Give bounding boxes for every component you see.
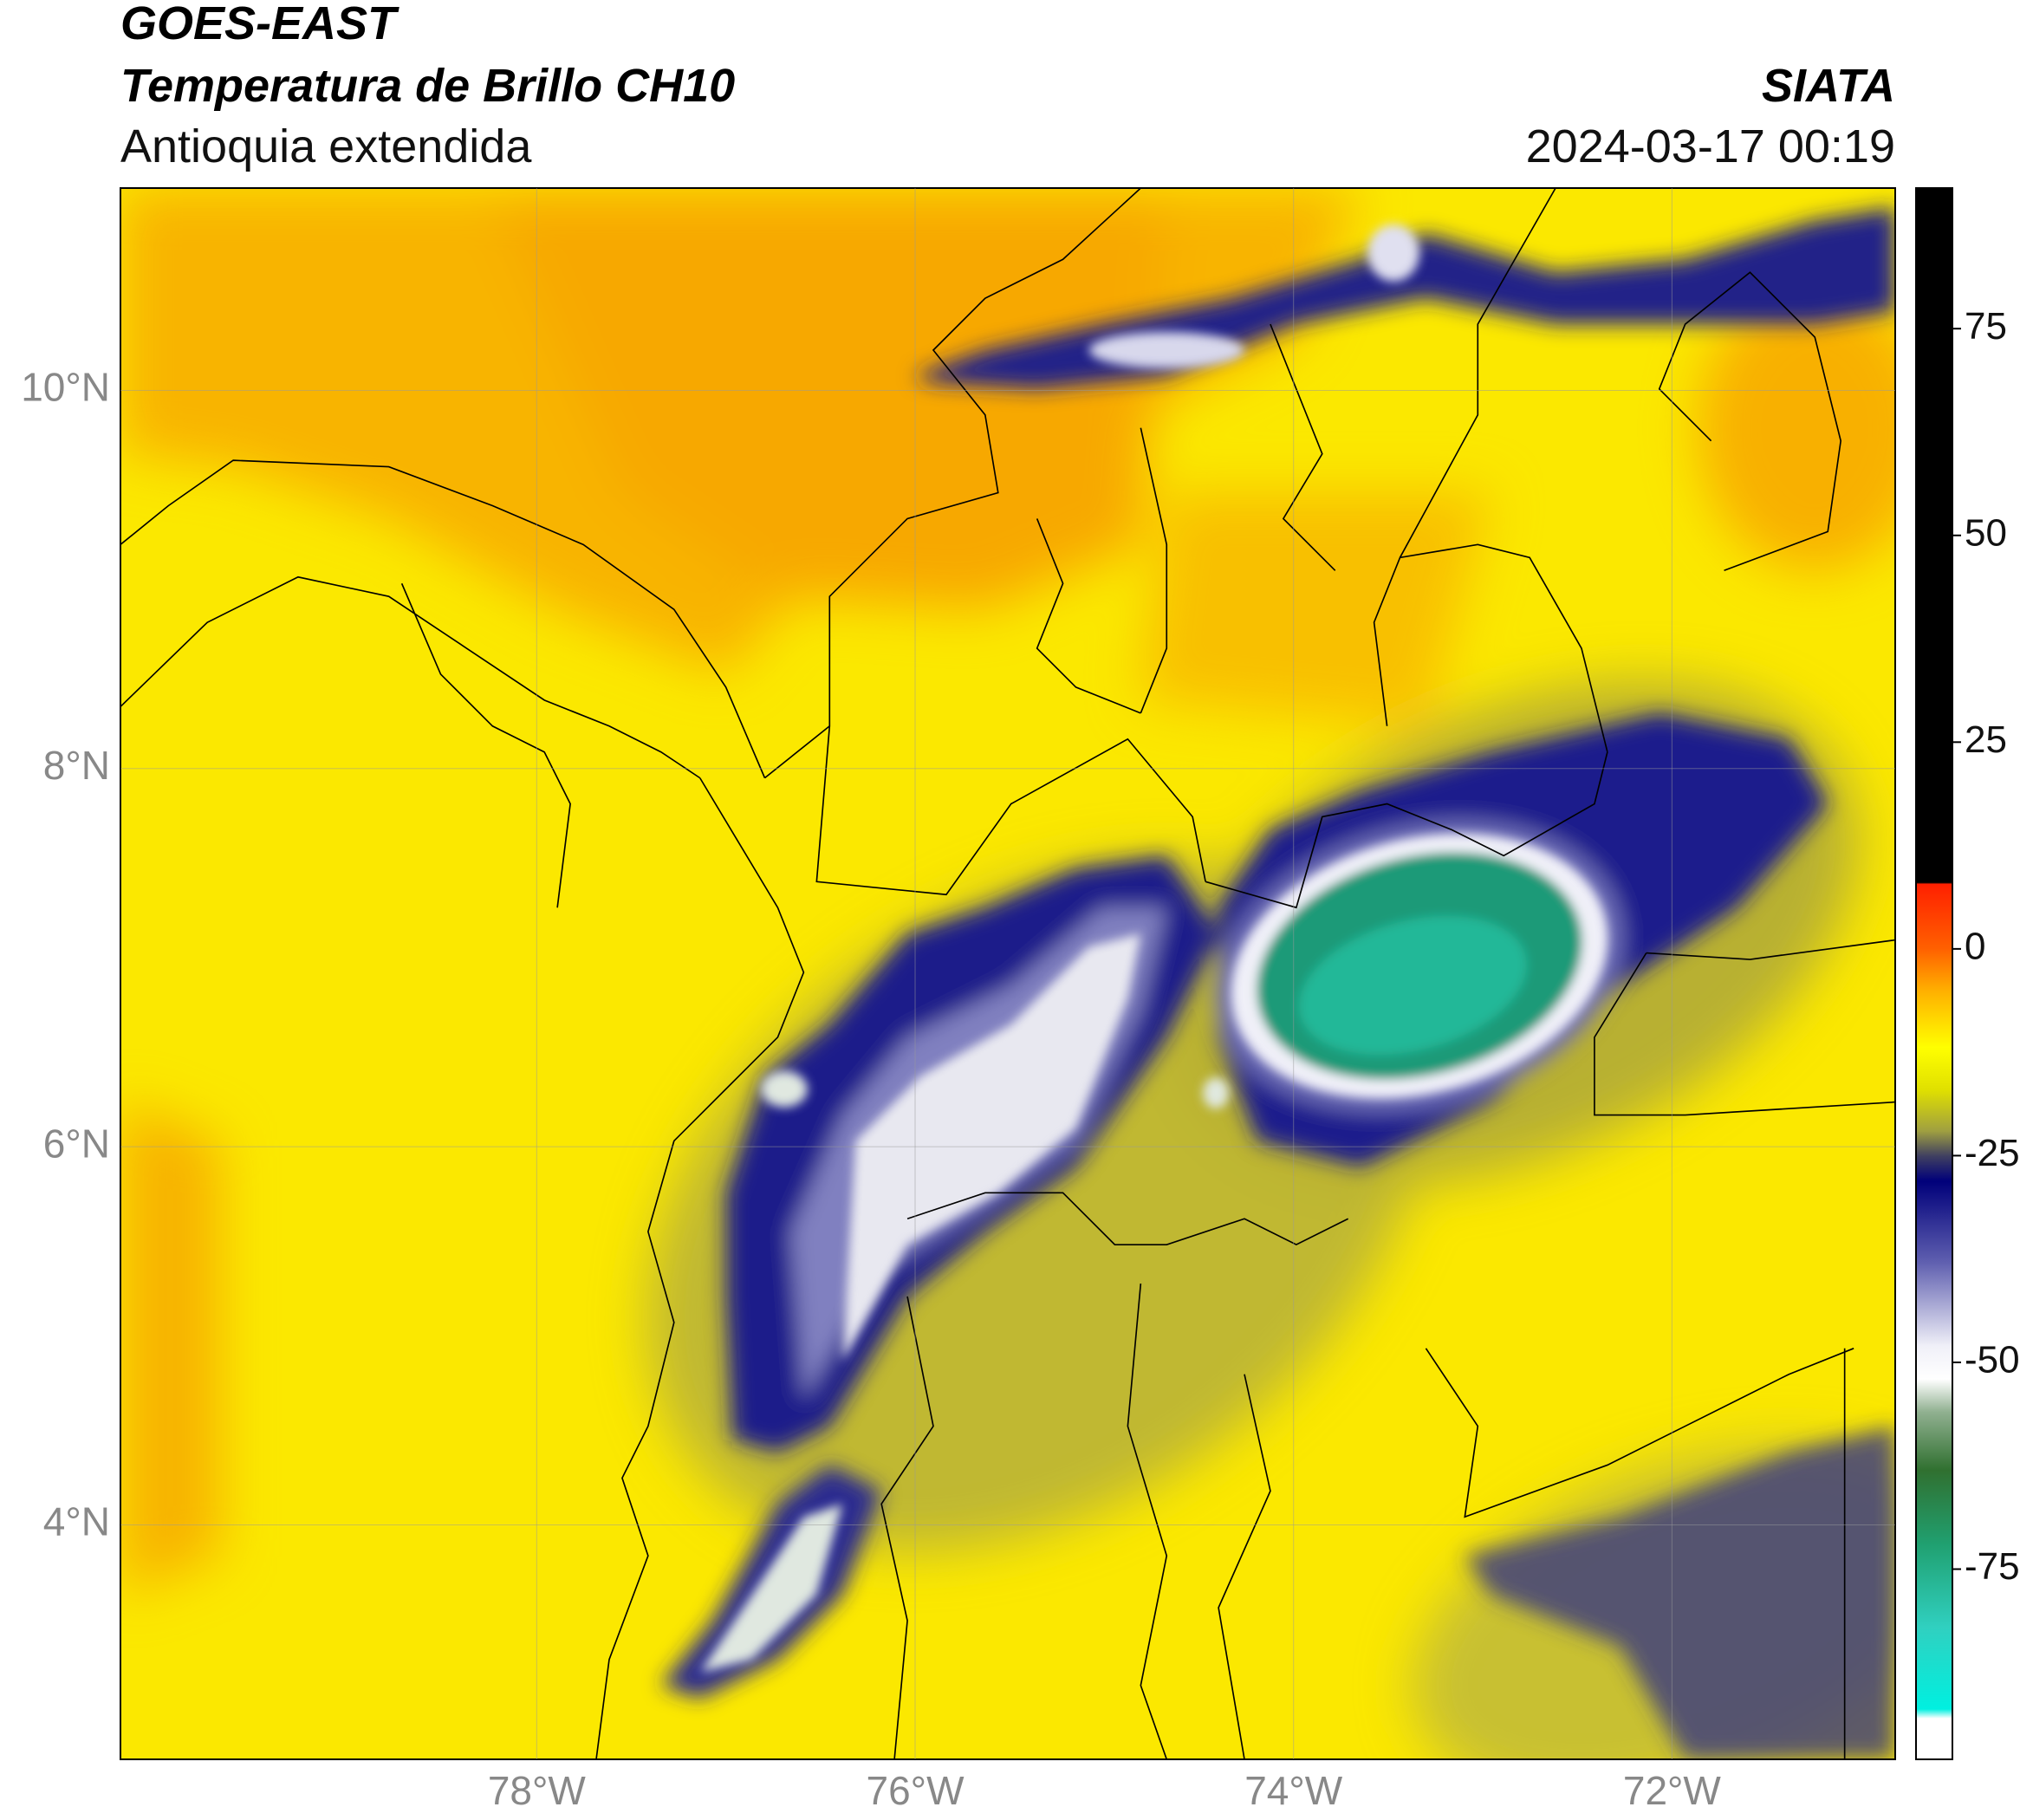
subtitle: Temperatura de Brillo CH10 <box>120 60 735 112</box>
source: SIATA <box>1762 60 1895 112</box>
lat-tick-label: 6°N <box>43 1121 110 1166</box>
datetime: 2024-03-17 00:19 <box>1526 120 1895 172</box>
lon-tick-label: 72°W <box>1623 1768 1722 1813</box>
lat-tick-label: 4°N <box>43 1499 110 1544</box>
lon-tick-label: 76°W <box>867 1768 965 1813</box>
region: Antioquia extendida <box>120 120 532 172</box>
colorbar-tick-label: 75 <box>1965 305 2007 348</box>
map-frame <box>120 187 1896 1760</box>
colorbar <box>1915 187 1953 1760</box>
lon-tick-label: 78°W <box>488 1768 587 1813</box>
lon-tick-label: 74°W <box>1244 1768 1343 1813</box>
colorbar-tick-label: 50 <box>1965 511 2007 554</box>
colorbar-tick-label: 0 <box>1965 925 1985 967</box>
colorbar-tick-label: -50 <box>1965 1339 2020 1381</box>
colorbar-tick-label: 25 <box>1965 718 2007 761</box>
colorbar-tick-label: -25 <box>1965 1132 2020 1174</box>
satellite-map <box>120 188 1895 1759</box>
title: GOES-EAST <box>120 0 399 49</box>
lat-tick-label: 8°N <box>43 743 110 788</box>
colorbar-tick-label: -75 <box>1965 1545 2020 1588</box>
lat-tick-label: 10°N <box>21 365 110 410</box>
